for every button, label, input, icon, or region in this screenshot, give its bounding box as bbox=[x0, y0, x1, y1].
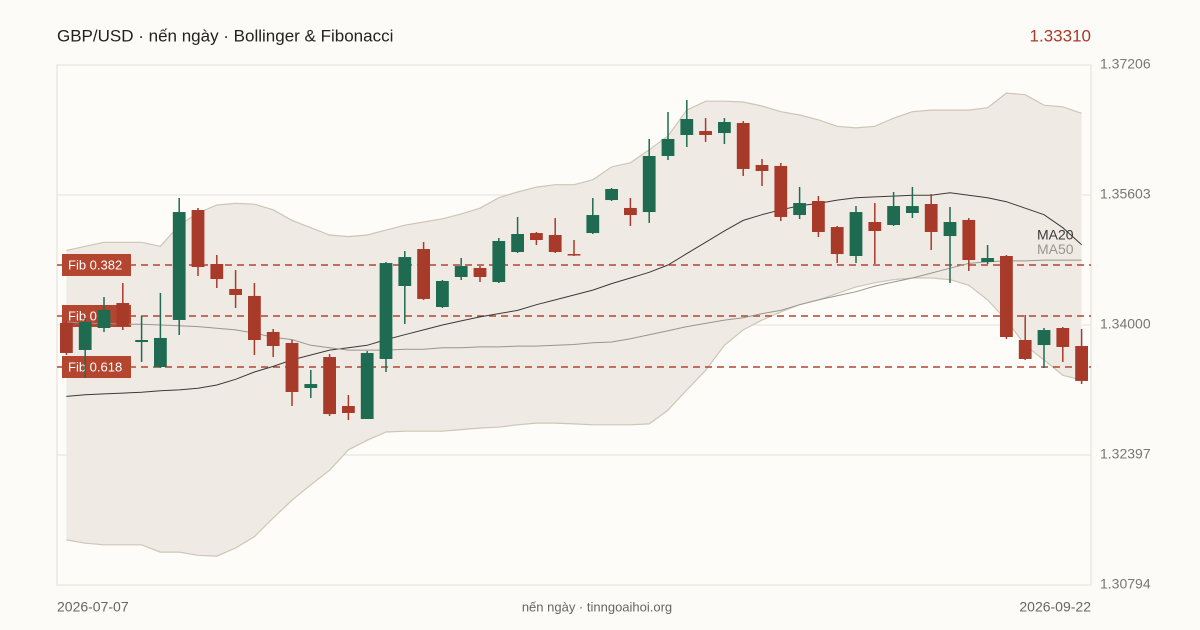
candle-body bbox=[1075, 346, 1088, 381]
candle-body bbox=[1000, 255, 1013, 338]
y-tick-label: 1.37206 bbox=[1100, 56, 1151, 72]
candle-body bbox=[586, 215, 600, 234]
y-tick-label: 1.32397 bbox=[1100, 446, 1151, 462]
candle-body bbox=[1018, 340, 1032, 359]
candle-body bbox=[718, 122, 731, 134]
candle-body bbox=[793, 203, 806, 216]
candle-body bbox=[962, 219, 976, 261]
candle-body bbox=[342, 406, 355, 413]
candle-body bbox=[868, 222, 882, 232]
y-tick-label: 1.35603 bbox=[1100, 186, 1151, 202]
x-tick-label: 2026-09-22 bbox=[1019, 599, 1091, 615]
candle-body bbox=[492, 240, 506, 283]
fib-label-box bbox=[62, 253, 131, 276]
chart-title: GBP/USD · nến ngày · Bollinger & Fibonac… bbox=[57, 26, 393, 45]
candle-body bbox=[323, 357, 336, 415]
candle-body bbox=[605, 188, 618, 201]
candle-body bbox=[266, 331, 280, 347]
candle-body bbox=[248, 295, 261, 341]
candle-body bbox=[154, 337, 167, 368]
x-tick-label: 2026-07-07 bbox=[57, 599, 129, 615]
candle-body bbox=[887, 206, 900, 226]
last-price: 1.33310 bbox=[1030, 26, 1091, 45]
candle-body bbox=[398, 257, 412, 286]
y-tick-label: 1.34000 bbox=[1100, 316, 1151, 332]
fib-label-box bbox=[62, 304, 131, 327]
candle-body bbox=[981, 258, 994, 262]
candle-body bbox=[210, 264, 224, 280]
candle-body bbox=[530, 233, 543, 241]
candle-body bbox=[172, 212, 186, 320]
candle-body bbox=[755, 164, 769, 171]
candle-body bbox=[417, 249, 430, 299]
candle-body bbox=[454, 266, 468, 277]
candle-body bbox=[135, 340, 148, 343]
candle-body bbox=[78, 321, 92, 350]
candle-body bbox=[661, 138, 675, 156]
candle-body bbox=[436, 280, 449, 307]
candle-body bbox=[924, 204, 938, 232]
candle-body bbox=[642, 155, 656, 213]
candle-body bbox=[943, 222, 957, 237]
candle-body bbox=[473, 267, 487, 277]
candle-body bbox=[906, 206, 919, 214]
bollinger-upper bbox=[66, 92, 1082, 251]
candle-body bbox=[567, 254, 581, 256]
candle-body bbox=[1056, 328, 1070, 347]
candle-body bbox=[116, 303, 130, 326]
candle-body bbox=[548, 234, 562, 253]
candle-body bbox=[774, 165, 788, 217]
candle-body bbox=[191, 210, 205, 268]
legend-label: MA50 bbox=[1037, 241, 1074, 257]
candle-body bbox=[812, 201, 825, 232]
candle-body bbox=[1037, 330, 1051, 346]
moving-average bbox=[66, 259, 1082, 351]
fib-label: Fib 0.382 bbox=[68, 257, 122, 272]
candle-body bbox=[680, 119, 694, 135]
fib-label-box bbox=[62, 356, 131, 379]
candle-body bbox=[830, 227, 844, 255]
candle-body bbox=[60, 322, 73, 353]
candle-body bbox=[304, 384, 318, 389]
candle-body bbox=[360, 352, 374, 419]
y-tick-label: 1.30794 bbox=[1100, 576, 1151, 592]
legend-label: MA20 bbox=[1037, 226, 1074, 242]
candle-body bbox=[97, 309, 111, 329]
candle-body bbox=[736, 122, 750, 169]
candle-body bbox=[511, 234, 524, 253]
footer: nến ngày · tinngoaihoi.org bbox=[522, 599, 672, 614]
candle-body bbox=[285, 343, 299, 392]
fib-label: Fib 0.618 bbox=[68, 359, 122, 374]
candle-body bbox=[699, 131, 712, 135]
candle-body bbox=[624, 207, 637, 216]
candle-body bbox=[229, 288, 242, 295]
bollinger-band bbox=[66, 93, 1082, 557]
candle-body bbox=[379, 263, 393, 359]
candle-body bbox=[849, 212, 863, 256]
